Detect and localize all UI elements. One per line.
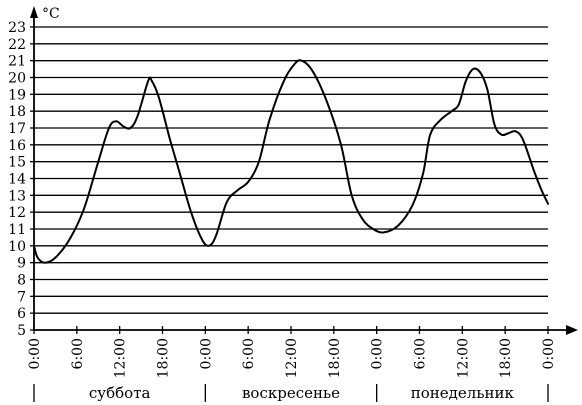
axes xyxy=(30,6,578,335)
y-tick-label: 12 xyxy=(8,205,26,221)
y-tick-label: 19 xyxy=(8,87,26,103)
x-tick-label: 12:00 xyxy=(113,338,129,378)
y-tick-label: 11 xyxy=(8,222,26,238)
x-axis-arrow xyxy=(566,325,578,335)
y-tick-label: 9 xyxy=(17,256,26,272)
grid-lines xyxy=(30,26,548,331)
x-tick-label: 18:00 xyxy=(498,338,514,378)
day-label: суббота xyxy=(89,384,151,402)
x-tick-label: 6:00 xyxy=(70,338,86,369)
y-axis-arrow xyxy=(30,6,38,18)
y-tick-label: 20 xyxy=(8,71,26,87)
y-tick-label: 13 xyxy=(8,188,26,204)
y-tick-label: 6 xyxy=(17,306,26,322)
y-tick-label: 17 xyxy=(8,121,26,137)
y-tick-label: 15 xyxy=(8,155,26,171)
y-tick-label: 22 xyxy=(8,37,26,53)
y-tick-label: 8 xyxy=(17,273,26,289)
x-tick-label: 0:00 xyxy=(27,338,43,369)
temperature-line xyxy=(33,59,549,264)
y-tick-label: 16 xyxy=(8,138,26,154)
y-tick-label: 18 xyxy=(8,104,26,120)
y-tick-label: 21 xyxy=(8,54,26,70)
x-tick-label: 18:00 xyxy=(327,338,343,378)
x-tick-label: 18:00 xyxy=(156,338,172,378)
y-tick-label: 7 xyxy=(17,289,26,305)
x-tick-label: 12:00 xyxy=(455,338,471,378)
y-tick-label: 23 xyxy=(8,20,26,36)
x-tick-label: 12:00 xyxy=(284,338,300,378)
y-tick-label: 5 xyxy=(17,323,26,339)
x-tick-label: 0:00 xyxy=(198,338,214,369)
y-tick-label: 10 xyxy=(8,239,26,255)
x-tick-label: 6:00 xyxy=(241,338,257,369)
x-tick-label: 0:00 xyxy=(370,338,386,369)
day-labels: суббота воскресенье понедельник xyxy=(89,384,515,402)
x-tick-label: 6:00 xyxy=(413,338,429,369)
y-tick-label: 14 xyxy=(8,172,26,188)
day-label: понедельник xyxy=(411,384,515,402)
y-unit-label: °C xyxy=(42,6,60,22)
series-layer xyxy=(33,59,549,264)
day-label: воскресенье xyxy=(242,384,340,402)
x-tick-labels: 0:00 6:00 12:00 18:00 0:00 6:00 12:00 18:00 0:00… xyxy=(27,338,557,402)
x-tick-label: 0:00 xyxy=(541,338,557,369)
